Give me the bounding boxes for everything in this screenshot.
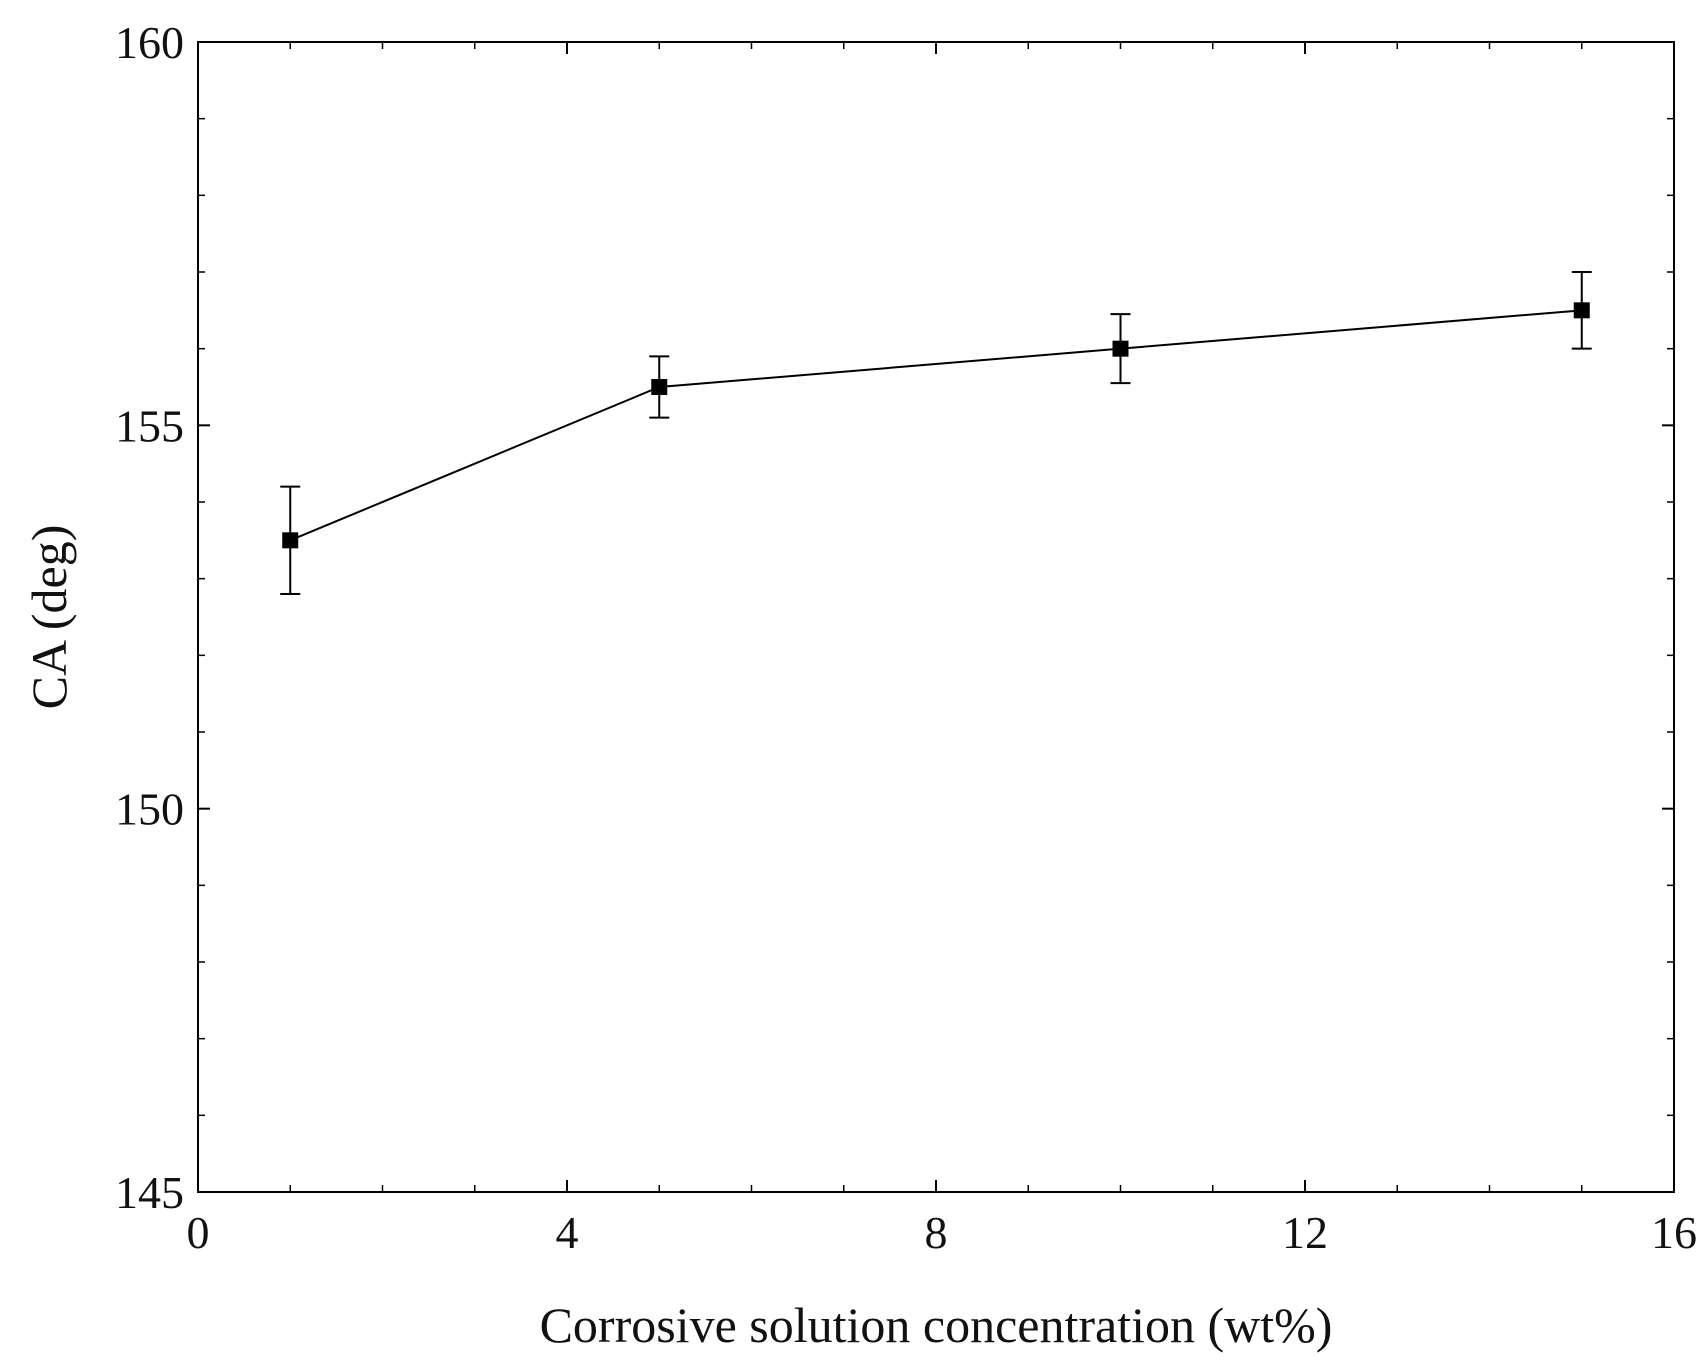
- y-tick-label: 155: [115, 400, 184, 451]
- x-tick-label: 4: [556, 1207, 579, 1258]
- data-point: [651, 379, 668, 395]
- minor-ticks: [198, 42, 1674, 1192]
- data-point: [282, 532, 299, 549]
- x-tick-label: 8: [925, 1207, 948, 1258]
- data-point: [1112, 340, 1129, 357]
- series-line: [289, 309, 1582, 542]
- x-tick-labels: 0 4 8 12 16: [187, 1207, 1698, 1258]
- x-tick-label: 16: [1651, 1207, 1697, 1258]
- x-tick-label: 0: [187, 1207, 210, 1258]
- series-layer: [280, 271, 1592, 595]
- x-tick-label: 12: [1282, 1207, 1328, 1258]
- y-tick-label: 145: [115, 1167, 184, 1218]
- y-tick-labels: 145 150 155 160: [115, 17, 184, 1218]
- y-tick-label: 150: [115, 784, 184, 835]
- y-tick-label: 160: [115, 17, 184, 68]
- x-axis-title: Corrosive solution concentration (wt%): [540, 1297, 1333, 1353]
- y-axis-title: CA (deg): [21, 525, 77, 710]
- data-point: [1573, 302, 1590, 319]
- plot-frame: [197, 41, 1675, 1193]
